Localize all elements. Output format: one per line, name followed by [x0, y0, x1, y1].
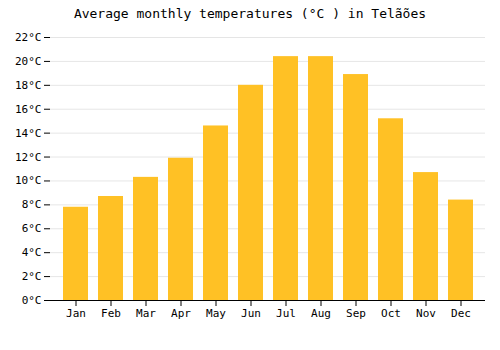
svg-text:4°C: 4°C	[22, 246, 42, 259]
svg-text:14°C: 14°C	[15, 127, 42, 140]
svg-text:18°C: 18°C	[15, 79, 42, 92]
svg-text:May: May	[206, 307, 226, 320]
svg-text:6°C: 6°C	[22, 222, 42, 235]
svg-text:Dec: Dec	[451, 307, 471, 320]
svg-text:Apr: Apr	[171, 307, 191, 320]
svg-text:0°C: 0°C	[22, 294, 42, 307]
svg-text:22°C: 22°C	[15, 31, 42, 44]
svg-text:2°C: 2°C	[22, 270, 42, 283]
svg-text:Nov: Nov	[416, 307, 436, 320]
svg-text:8°C: 8°C	[22, 198, 42, 211]
svg-text:Jul: Jul	[276, 307, 296, 320]
svg-text:Sep: Sep	[346, 307, 366, 320]
svg-text:12°C: 12°C	[15, 151, 42, 164]
svg-text:Feb: Feb	[101, 307, 121, 320]
html-text:Average monthly temperatures (: Average monthly temperatures (°C ) in Te…	[73, 6, 427, 21]
svg-text:Oct: Oct	[381, 307, 401, 320]
svg-text:20°C: 20°C	[15, 55, 42, 68]
svg-text:Aug: Aug	[311, 307, 331, 320]
svg-text:Jun: Jun	[241, 307, 261, 320]
svg-text:16°C: 16°C	[15, 103, 42, 116]
svg-text:Mar: Mar	[136, 307, 156, 320]
svg-text:Jan: Jan	[66, 307, 86, 320]
svg-text:10°C: 10°C	[15, 174, 42, 187]
